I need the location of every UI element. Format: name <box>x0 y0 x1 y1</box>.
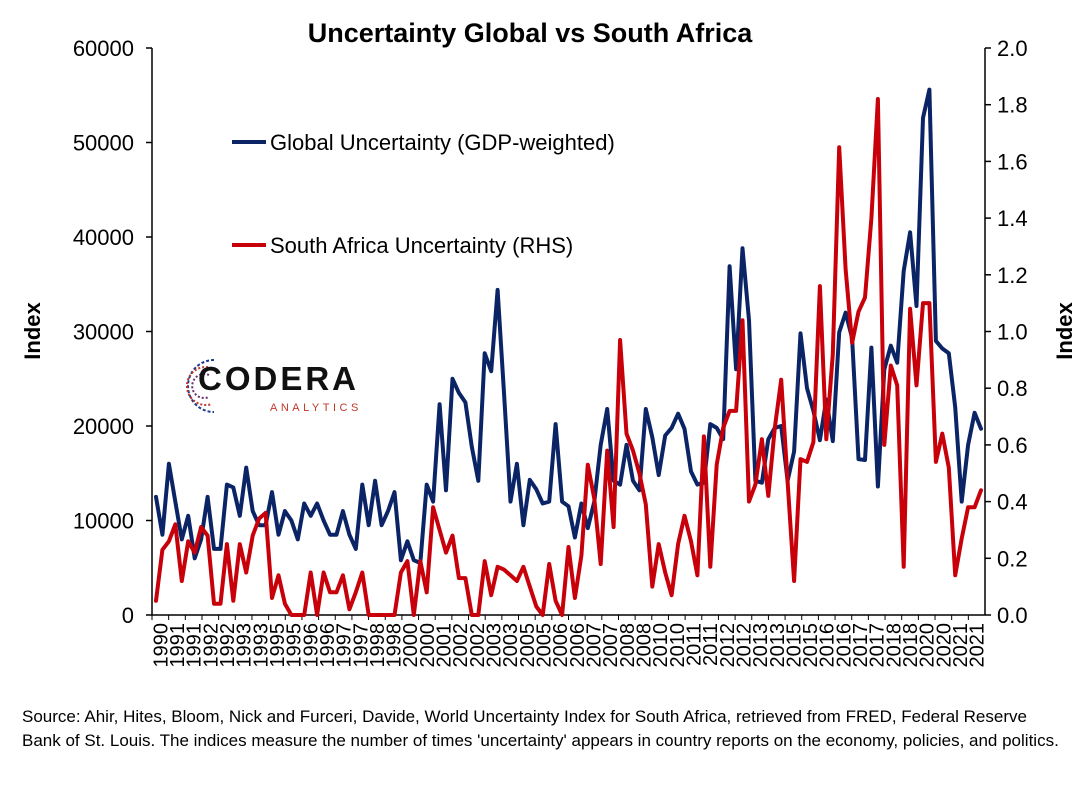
x-tick-label: 1992 <box>217 623 239 668</box>
x-tick-label: 1991 <box>184 623 206 668</box>
source-note: Source: Ahir, Hites, Bloom, Nick and Fur… <box>22 707 1059 750</box>
x-tick-label: 2021 <box>950 623 972 668</box>
x-tick-label: 2016 <box>817 623 839 668</box>
x-tick-label: 2012 <box>717 623 739 668</box>
x-tick-label: 2008 <box>617 623 639 668</box>
series-line-south-africa <box>154 97 983 617</box>
codera-logo: CODERA ANALYTICS <box>178 352 378 424</box>
y-tick-label-right: 1.4 <box>997 206 1028 231</box>
x-tick-label: 2018 <box>900 623 922 668</box>
y-axis-label-left: Index <box>20 302 45 360</box>
x-tick-label: 2006 <box>567 623 589 668</box>
y-tick-label-left: 0 <box>122 603 134 628</box>
x-tick-label: 2005 <box>534 623 556 668</box>
legend: Global Uncertainty (GDP-weighted) South … <box>232 130 615 258</box>
y-tick-label-right: 1.2 <box>997 263 1028 288</box>
x-tick-label: 2017 <box>850 623 872 668</box>
x-tick-label: 1998 <box>384 623 406 668</box>
x-tick-label: 1992 <box>200 623 222 668</box>
x-tick-label: 2007 <box>583 623 605 668</box>
y-tick-label-right: 2.0 <box>997 36 1028 61</box>
y-tick-label-right: 0.0 <box>997 603 1028 628</box>
y-tick-label-right: 0.2 <box>997 546 1028 571</box>
y-tick-label-right: 1.8 <box>997 93 1028 118</box>
x-tick-label: 2003 <box>484 623 506 668</box>
x-tick-label: 1995 <box>267 623 289 668</box>
y-tick-label-right: 0.6 <box>997 433 1028 458</box>
axes: 0 10000 20000 30000 40000 50000 60000 0.0 0.2 0.4… <box>73 36 1028 668</box>
x-tick-label: 2017 <box>867 623 889 668</box>
x-tick-label: 2015 <box>783 623 805 668</box>
x-tick-label: 2006 <box>550 623 572 668</box>
x-tick-label: 2008 <box>633 623 655 668</box>
x-tick-label: 1996 <box>317 623 339 668</box>
x-tick-label: 2002 <box>467 623 489 668</box>
x-tick-label: 1996 <box>300 623 322 668</box>
x-tick-label: 2001 <box>434 623 456 668</box>
x-tick-label: 2010 <box>667 623 689 668</box>
x-tick-label: 1997 <box>334 623 356 668</box>
logo-wordmark: CODERA <box>198 360 360 397</box>
legend-label-south-africa: South Africa Uncertainty (RHS) <box>270 233 573 258</box>
x-tick-label: 2005 <box>517 623 539 668</box>
y-tick-label-left: 50000 <box>73 131 134 156</box>
y-tick-label-right: 1.0 <box>997 320 1028 345</box>
y-tick-label-left: 10000 <box>73 509 134 534</box>
legend-label-global: Global Uncertainty (GDP-weighted) <box>270 130 615 155</box>
y-tick-label-left: 20000 <box>73 414 134 439</box>
y-tick-label-left: 60000 <box>73 36 134 61</box>
x-tick-label: 2018 <box>883 623 905 668</box>
x-tick-label: 2015 <box>800 623 822 668</box>
y-axis-label-right: Index <box>1052 302 1077 360</box>
x-tick-label: 1998 <box>367 623 389 668</box>
y-tick-label-right: 0.4 <box>997 490 1028 515</box>
x-tick-label: 1993 <box>234 623 256 668</box>
x-tick-label: 2021 <box>967 623 989 668</box>
x-tick-label: 2020 <box>933 623 955 668</box>
x-tick-label: 1995 <box>284 623 306 668</box>
x-tick-label: 2020 <box>917 623 939 668</box>
codera-logo-mark <box>185 359 215 413</box>
logo-subtitle: ANALYTICS <box>270 402 362 414</box>
x-tick-label: 2007 <box>600 623 622 668</box>
y-tick-label-right: 0.8 <box>997 376 1028 401</box>
chart-title: Uncertainty Global vs South Africa <box>308 18 754 48</box>
x-tick-label: 2013 <box>750 623 772 668</box>
x-tick-label: 2003 <box>500 623 522 668</box>
x-tick-label: 2011 <box>683 623 705 666</box>
x-tick-label: 1990 <box>150 623 172 668</box>
series-line-global <box>154 87 983 565</box>
y-tick-label-left: 40000 <box>73 225 134 250</box>
x-tick-label: 2000 <box>417 623 439 668</box>
x-tick-label: 1997 <box>350 623 372 668</box>
x-tick-label: 2013 <box>767 623 789 668</box>
y-tick-label-right: 1.6 <box>997 149 1028 174</box>
x-tick-label: 2016 <box>833 623 855 668</box>
x-tick-label: 2012 <box>733 623 755 668</box>
y-tick-label-left: 30000 <box>73 320 134 345</box>
x-tick-label: 2002 <box>450 623 472 668</box>
x-tick-label: 1993 <box>250 623 272 668</box>
x-tick-label: 2010 <box>650 623 672 668</box>
series-layer <box>154 87 983 617</box>
x-tick-label: 2011 <box>700 623 722 666</box>
x-tick-label: 1991 <box>167 623 189 668</box>
x-tick-label: 2000 <box>400 623 422 668</box>
